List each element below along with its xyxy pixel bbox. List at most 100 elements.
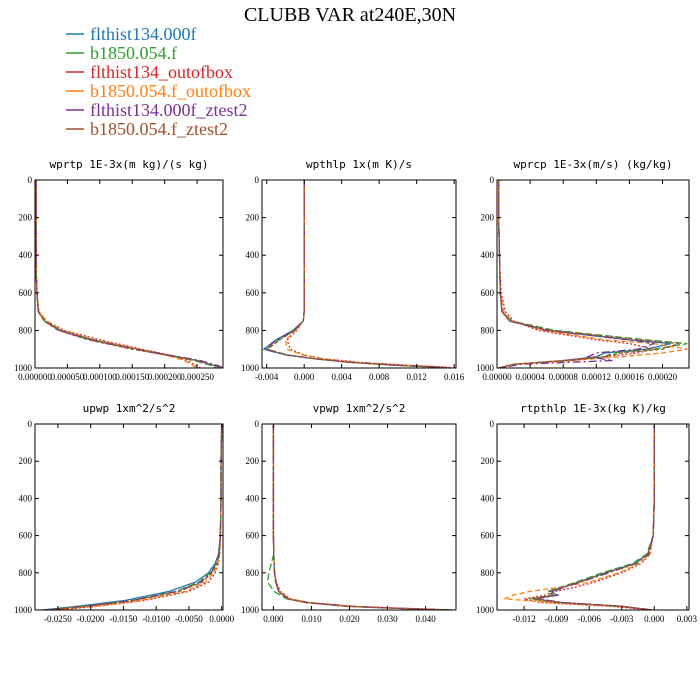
x-tick-label: -0.0100 — [142, 614, 170, 624]
x-tick-label: 0.00000 — [482, 372, 512, 382]
panel-6: rtpthlp 1E-3x(kg K)/kg 0 200 400 600 800 1000 -… — [476, 402, 697, 624]
x-tick-label: 0.003 — [677, 614, 698, 624]
panel-title: wpthlp 1x(m K)/s — [306, 158, 412, 171]
y-tick-label: 200 — [246, 213, 260, 223]
y-tick-label: 800 — [19, 568, 33, 578]
x-tick-label: -0.012 — [512, 614, 535, 624]
panel-2: wpthlp 1x(m K)/s 0 200 400 600 800 1000-0.004 0… — [241, 158, 465, 382]
x-tick-label: -0.0150 — [110, 614, 138, 624]
y-tick-label: 400 — [19, 493, 33, 503]
legend-entry: b1850.054.f_ztest2 — [90, 119, 228, 139]
series-line-b1850.054.f — [35, 180, 217, 368]
y-tick-label: 1000 — [14, 605, 33, 615]
y-tick-label: 600 — [246, 531, 260, 541]
y-tick-label: 1000 — [241, 605, 260, 615]
x-tick-label: 0.000 — [294, 372, 315, 382]
series-line-flthist134.000f — [272, 424, 453, 610]
x-tick-label: 0.000200 — [148, 372, 182, 382]
figure-title: CLUBB VAR at240E,30N — [244, 4, 456, 26]
y-tick-label: 800 — [19, 325, 33, 335]
panel-3: wprcp 1E-3x(m/s) (kg/kg) 0 200 400 600 800 100… — [476, 158, 690, 382]
series-line-flthist134.000f_ztest2 — [263, 180, 447, 368]
x-tick-label: 0.00004 — [515, 372, 545, 382]
x-tick-label: -0.006 — [578, 614, 602, 624]
x-tick-label: 0.010 — [301, 614, 322, 624]
y-tick-label: 0 — [255, 419, 260, 429]
y-tick-label: 600 — [481, 531, 495, 541]
y-tick-label: 800 — [246, 568, 260, 578]
y-tick-label: 1000 — [14, 363, 33, 373]
series-line-flthist134.000f — [498, 180, 671, 368]
series-line-flthist134.000f_ztest2 — [35, 180, 223, 368]
series-line-b1850.054.f_outofbox — [504, 424, 655, 610]
y-tick-label: 200 — [481, 213, 495, 223]
panel-title: vpwp 1xm^2/s^2 — [313, 402, 406, 415]
x-tick-label: 0.000150 — [115, 372, 149, 382]
plot-frame — [261, 423, 457, 611]
series-line-b1850.054.f — [498, 180, 688, 368]
x-tick-label: -0.0250 — [44, 614, 72, 624]
panel-1: wprtp 1E-3x(m kg)/(s kg) 0 200 400 600 800 100… — [14, 158, 224, 382]
series-line-b1850.054.f_ztest2 — [266, 180, 443, 368]
y-tick-label: 600 — [19, 288, 33, 298]
x-tick-label: -0.0200 — [77, 614, 105, 624]
series-line-b1850.054.f_outofbox — [272, 424, 451, 610]
y-tick-label: 400 — [19, 250, 33, 260]
panel-title: wprcp 1E-3x(m/s) (kg/kg) — [514, 158, 673, 171]
x-tick-label: 0.040 — [415, 614, 436, 624]
y-tick-label: 800 — [481, 325, 495, 335]
y-tick-label: 400 — [246, 493, 260, 503]
plot-frame — [34, 179, 224, 369]
y-tick-label: 0 — [490, 175, 495, 185]
x-tick-label: 0.012 — [407, 372, 427, 382]
legend-entry: flthist134_outofbox — [90, 62, 233, 82]
series-line-b1850.054.f_outofbox — [54, 424, 223, 610]
series-line-flthist134_outofbox — [272, 424, 453, 610]
x-tick-label: -0.004 — [255, 372, 279, 382]
series-line-flthist134.000f — [41, 424, 223, 610]
plot-frame — [496, 179, 690, 369]
x-tick-label: 0.016 — [444, 372, 465, 382]
series-line-flthist134_outofbox — [286, 180, 455, 368]
y-tick-label: 1000 — [476, 605, 495, 615]
y-tick-label: 800 — [246, 325, 260, 335]
y-tick-label: 200 — [19, 213, 33, 223]
series-line-b1850.054.f_ztest2 — [35, 180, 221, 368]
series-line-b1850.054.f_ztest2 — [498, 180, 680, 368]
series-line-b1850.054.f_ztest2 — [48, 424, 223, 610]
y-tick-label: 1000 — [476, 363, 495, 373]
series-line-flthist134.000f_ztest2 — [272, 424, 451, 610]
x-tick-label: -0.009 — [545, 614, 569, 624]
series-line-flthist134_outofbox — [35, 180, 201, 368]
y-tick-label: 0 — [28, 175, 33, 185]
y-tick-label: 0 — [28, 419, 33, 429]
x-tick-label: 0.00012 — [582, 372, 611, 382]
panels: wprtp 1E-3x(m kg)/(s kg) 0 200 400 600 800 100… — [14, 158, 697, 624]
x-tick-label: 0.000000 — [18, 372, 52, 382]
panel-title: rtpthlp 1E-3x(kg K)/kg — [520, 402, 666, 415]
series-line-b1850.054.f_ztest2 — [532, 424, 655, 610]
plot-frame — [34, 423, 224, 611]
panel-title: wprtp 1E-3x(m kg)/(s kg) — [50, 158, 209, 171]
y-tick-label: 600 — [19, 531, 33, 541]
series-line-b1850.054.f_ztest2 — [272, 424, 449, 610]
x-tick-label: 0.020 — [339, 614, 360, 624]
y-tick-label: 0 — [490, 419, 495, 429]
x-tick-label: 0.000100 — [83, 372, 117, 382]
x-tick-label: 0.00016 — [615, 372, 645, 382]
y-tick-label: 200 — [481, 456, 495, 466]
y-tick-label: 400 — [481, 493, 495, 503]
series-line-b1850.054.f_outofbox — [284, 180, 453, 368]
series-line-b1850.054.f_outofbox — [498, 180, 688, 368]
x-tick-label: 0.000 — [263, 614, 284, 624]
legend-entry: flthist134.000f_ztest2 — [90, 100, 247, 120]
x-tick-label: 0.004 — [332, 372, 353, 382]
y-tick-label: 600 — [481, 288, 495, 298]
y-tick-label: 200 — [19, 456, 33, 466]
legend-entry: flthist134.000f — [90, 24, 197, 44]
series-line-b1850.054.f_outofbox — [35, 180, 198, 368]
plot-frame — [496, 423, 690, 611]
x-tick-label: -0.003 — [610, 614, 634, 624]
y-tick-label: 600 — [246, 288, 260, 298]
